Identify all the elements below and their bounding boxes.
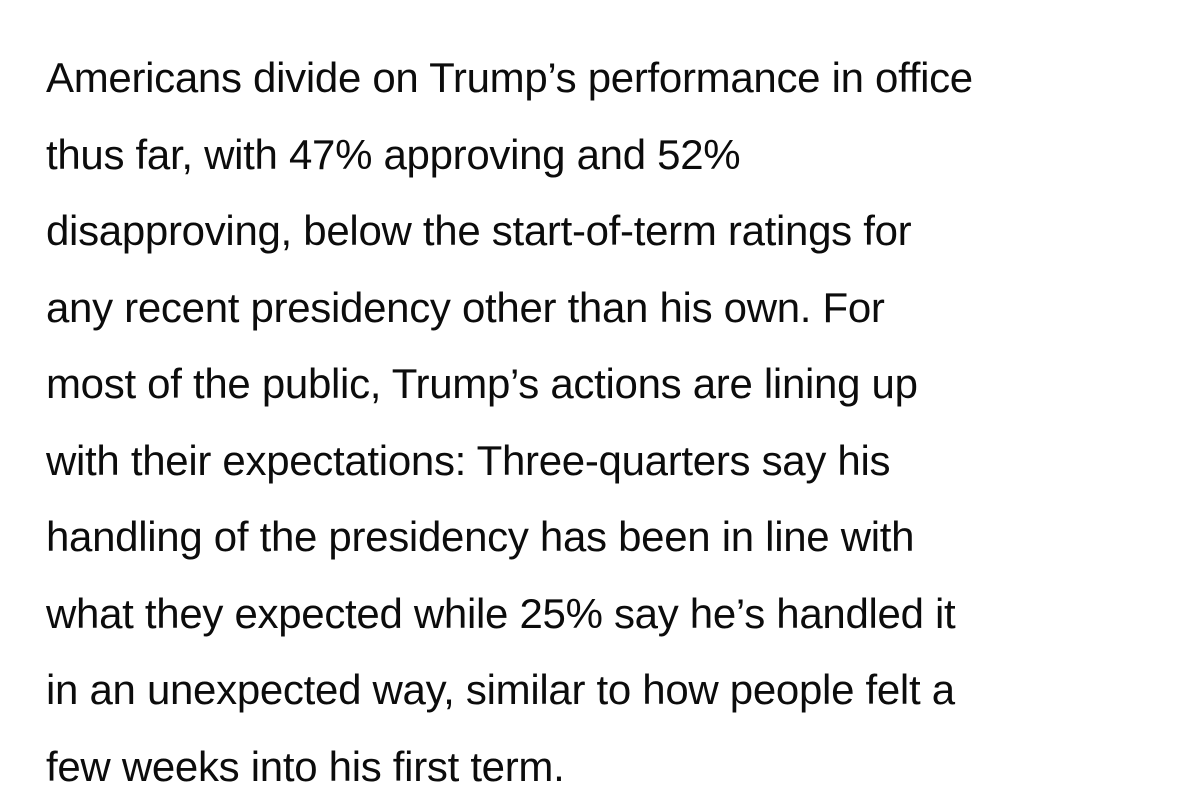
paragraph-line: what they expected while 25% say he’s ha… [46,589,956,637]
paragraph-line: most of the public, Trump’s actions are … [46,360,918,407]
paragraph-line: handling of the presidency has been in l… [46,513,915,560]
article-paragraph: Americans divide on Trump’s performance … [46,40,1176,805]
paragraph-line: thus far, with 47% approving and 52% [46,130,741,178]
paragraph-line: Americans divide on Trump’s performance … [46,54,973,101]
paragraph-line: with their expectations: Three-quarters … [46,436,891,484]
paragraph-line: disapproving, below the start-of-term ra… [46,207,912,254]
paragraph-line: in an unexpected way, similar to how peo… [46,666,955,713]
paragraph-line: any recent presidency other than his own… [46,283,885,331]
paragraph-line: few weeks into his first term. [46,742,565,790]
